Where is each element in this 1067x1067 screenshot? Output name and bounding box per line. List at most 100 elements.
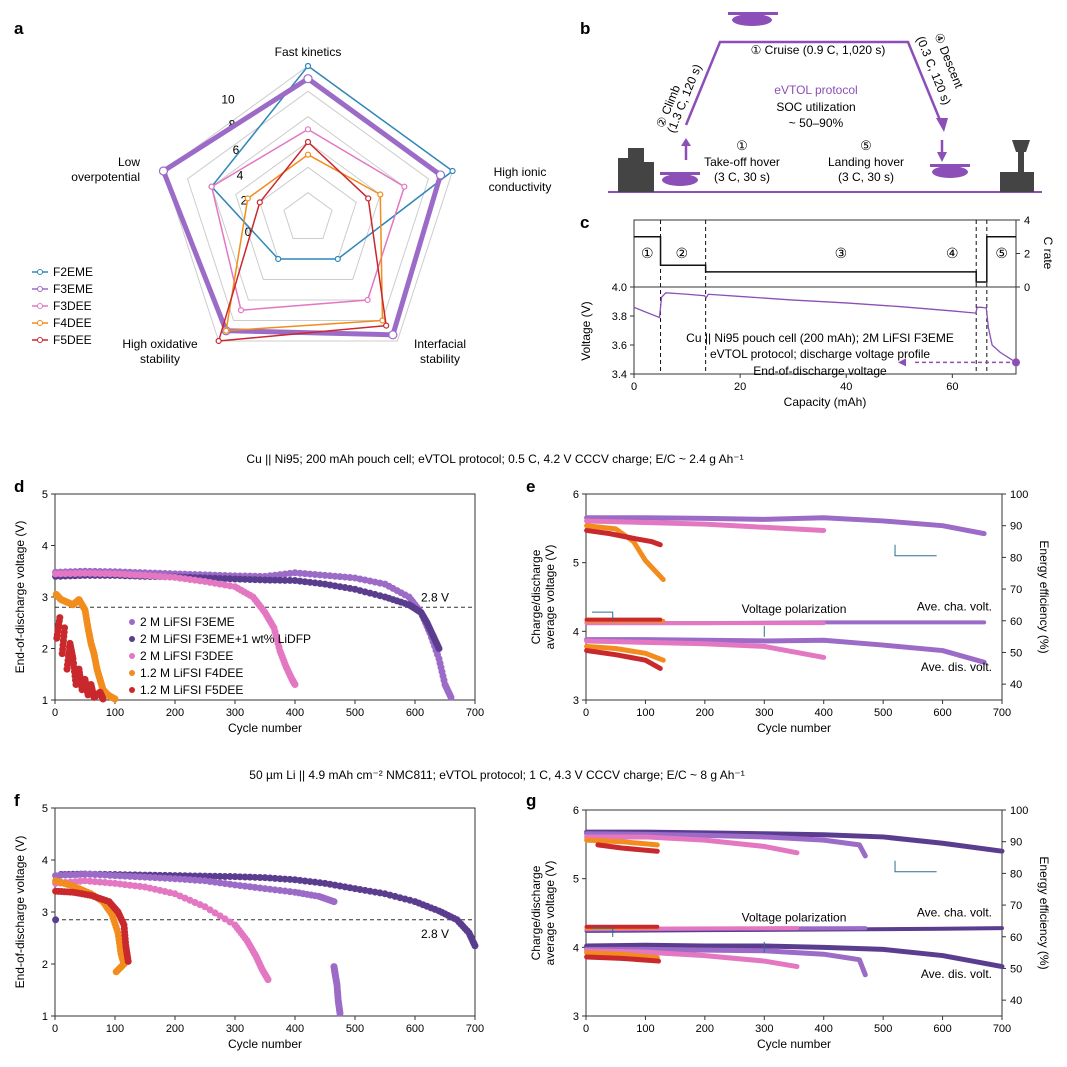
x-tick-label: 200 — [696, 707, 714, 719]
airport-tower-icon — [1000, 140, 1034, 192]
data-point-F3EME_LiDFP — [236, 873, 244, 881]
annotation-discharge: Ave. dis. volt. — [921, 660, 992, 674]
x-tick-label: 600 — [933, 707, 951, 719]
legend-label: 2 M LiFSI F3EME — [140, 615, 235, 629]
data-point-F3EME — [291, 569, 299, 577]
takeoff-step: ① — [736, 138, 748, 153]
data-point-F3EME_LiDFP — [256, 874, 264, 882]
y-tick-label: 3 — [573, 695, 579, 707]
radar-axis-label: Fast kinetics — [275, 45, 342, 59]
data-point-F3DEE — [57, 570, 64, 578]
legend-label: F4DEE — [53, 316, 92, 330]
y2-tick-label: 90 — [1010, 521, 1022, 533]
data-point-F3EME_LiDFP — [221, 872, 229, 880]
aircraft-icon-cruise — [728, 12, 778, 26]
y2-tick-label: 4 — [1024, 215, 1030, 227]
y-tick-label: 3.6 — [612, 340, 627, 352]
radar-series-F3DEE — [210, 128, 406, 312]
radar-point — [304, 151, 312, 158]
x-tick-label: 0 — [583, 707, 589, 719]
data-point-F3EME — [336, 1009, 344, 1017]
data-point-F3DEE — [86, 569, 94, 577]
data-point-F3EME — [131, 873, 139, 881]
radar-point — [334, 255, 341, 263]
legend-marker — [37, 303, 43, 309]
left-axis-arrow — [591, 611, 614, 622]
y2-tick-label: 40 — [1010, 679, 1022, 691]
data-point-F3DEE — [136, 571, 144, 579]
data-point-F3DEE — [151, 572, 159, 580]
x-tick-label: 700 — [466, 1023, 484, 1035]
y-tick-label: 5 — [42, 489, 48, 501]
data-point-F3EME_LiDFP — [231, 873, 239, 881]
soc-label: SOC utilization — [776, 100, 855, 114]
step-label: ② — [675, 245, 688, 261]
radar-series-F4DEE — [225, 153, 384, 332]
data-point-F4DEE — [112, 968, 120, 976]
y-tick-label: 2 — [42, 959, 48, 971]
average-voltage-chart-g: 0 100 200 300 400 500 600 700 3 4 5 6 Cycle number 40… — [529, 805, 1051, 1051]
data-point-F3EME_LiDFP — [241, 873, 249, 881]
data-point-F3EME — [326, 572, 334, 580]
annotation-polarization: Voltage polarization — [742, 910, 847, 924]
y-tick-label: 4 — [573, 626, 579, 638]
data-point-F3EME_LiDFP — [261, 874, 269, 882]
legend-marker — [37, 337, 43, 343]
x-tick-label: 200 — [166, 1023, 184, 1035]
legend-label: F5DEE — [53, 333, 92, 347]
x-tick-label: 500 — [874, 1023, 892, 1035]
data-point-F3EME_LiDFP — [241, 575, 249, 583]
y-axis-label: Voltage (V) — [579, 301, 593, 360]
data-point-F3DEE — [131, 571, 139, 579]
discharge-voltage-line-F3DEE — [584, 638, 827, 660]
data-point-F3EME_LiDFP — [216, 872, 224, 880]
data-point-F3EME_LiDFP — [211, 574, 219, 582]
x-axis-label: Capacity (mAh) — [784, 395, 867, 409]
radar-ring — [186, 90, 430, 321]
radar-ring-label: 10 — [221, 92, 235, 106]
end-voltage-point — [1012, 358, 1020, 367]
data-point-F3EME — [341, 573, 349, 581]
y-tick-label: 3.4 — [612, 369, 627, 381]
legend-marker — [129, 670, 135, 676]
radar-ring — [283, 192, 333, 239]
efficiency-line-F3EME — [584, 831, 868, 859]
data-point-F3DEE — [141, 571, 149, 579]
radar-point — [383, 322, 390, 329]
data-point-F3EME — [301, 570, 309, 578]
x-tick-label: 400 — [286, 707, 304, 719]
y2-tick-label: 50 — [1010, 963, 1022, 975]
data-point-F3EME — [176, 875, 184, 883]
data-point-F3DEE — [264, 976, 272, 984]
plot-frame — [585, 809, 1003, 1017]
y-axis-label: Charge/dischargeaverage voltage (V) — [529, 861, 557, 966]
cruise-label: ① Cruise (0.9 C, 1,020 s) — [751, 43, 886, 57]
data-point-F3EME_LiDFP — [286, 576, 294, 584]
data-point-F3EME — [171, 875, 179, 883]
y2-tick-label: 80 — [1010, 552, 1022, 564]
data-point-F3EME — [181, 875, 189, 883]
x-tick-label: 300 — [755, 707, 773, 719]
radar-axis-label: High ionic conductivity — [489, 165, 552, 194]
radar-point — [304, 62, 312, 70]
radar-ring-label: 2 — [241, 194, 248, 208]
data-point-F3EME — [96, 871, 104, 879]
data-point-F5DEE — [99, 695, 107, 703]
average-voltage-chart-e: 0 100 200 300 400 500 600 700 3 4 5 6 Cycle number 40… — [529, 489, 1051, 735]
chart-note: eVTOL protocol; discharge voltage profil… — [710, 347, 930, 361]
landing-step: ⑤ — [860, 138, 872, 153]
data-point-F5DEE — [61, 624, 69, 632]
aircraft-icon-landing — [930, 164, 970, 178]
panel-label-d: d — [14, 477, 24, 496]
x-tick-label: 0 — [52, 707, 58, 719]
data-point-F3EME_LiDFP — [211, 872, 219, 880]
soc-range: ~ 50–90% — [789, 116, 844, 130]
right-axis-arrow — [894, 544, 937, 557]
y2-tick-label: 2 — [1024, 249, 1030, 261]
x-tick-label: 600 — [406, 707, 424, 719]
landing-label: Landing hover — [828, 155, 904, 169]
data-point-F3EME_LiDFP — [261, 576, 269, 584]
data-point-F3EME — [331, 572, 339, 580]
data-point-F3EME — [296, 569, 304, 577]
radar-point — [401, 183, 408, 190]
